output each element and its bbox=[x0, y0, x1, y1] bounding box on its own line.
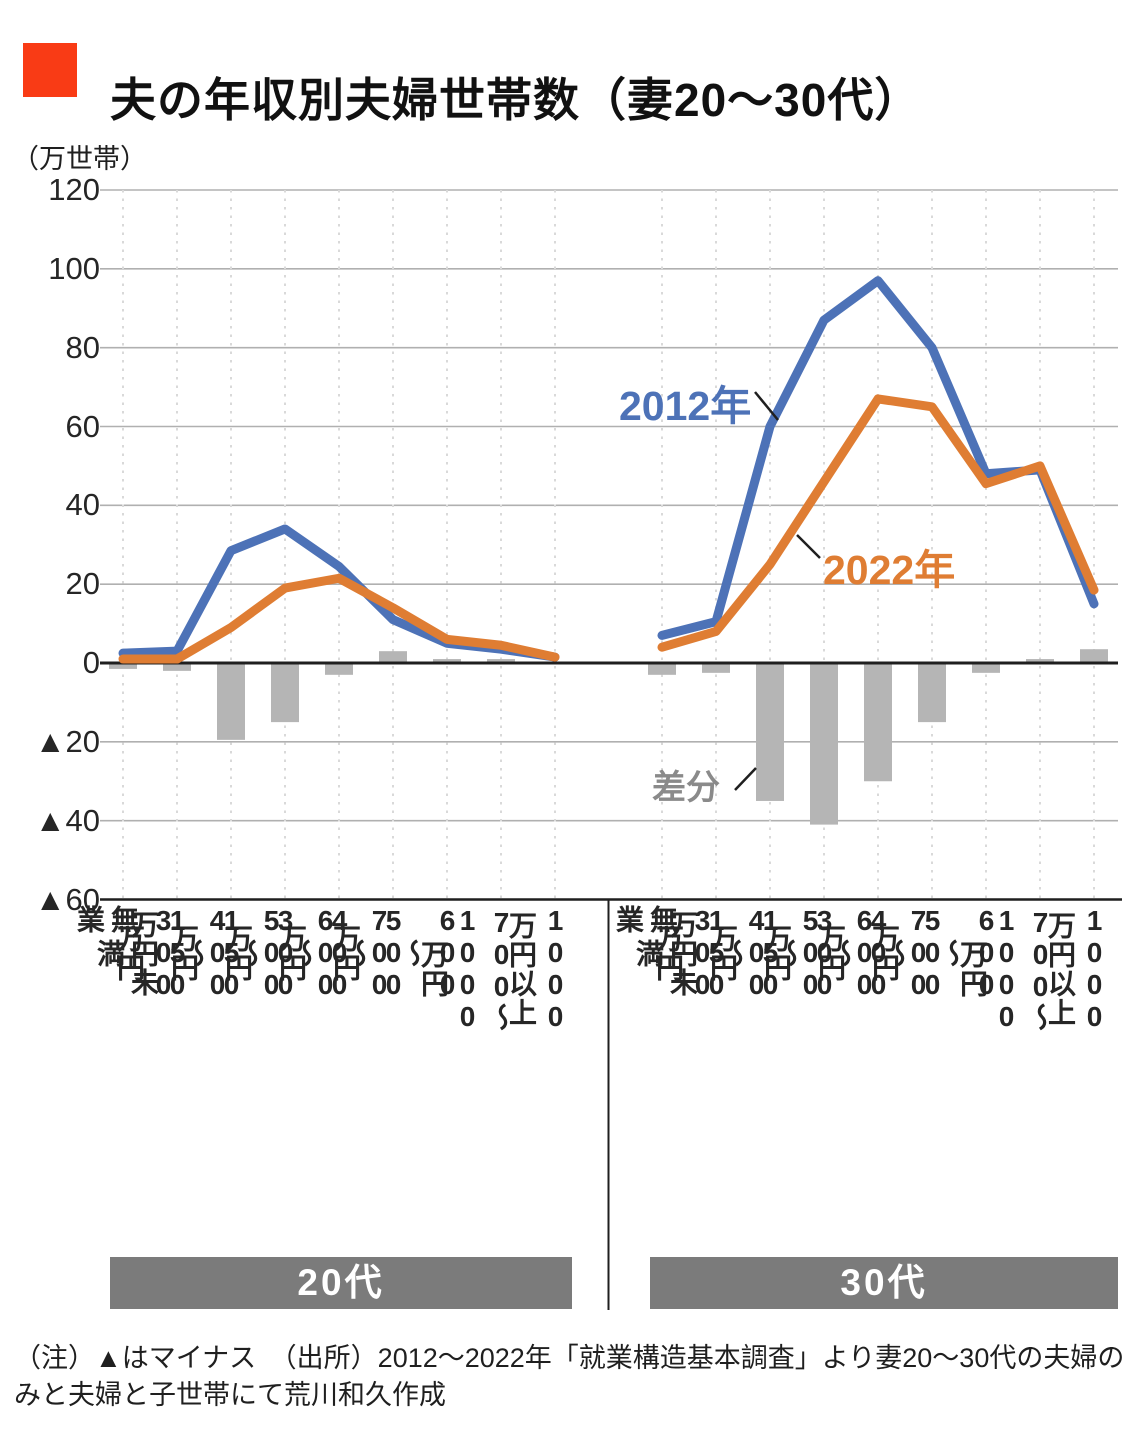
legend-label-diff: 差分 bbox=[652, 769, 720, 807]
x-category-label: 700～1000万円 bbox=[957, 905, 1056, 1033]
x-category-label: 150万円未満 bbox=[94, 905, 193, 1001]
diff-bar bbox=[1026, 659, 1054, 663]
age-group-band-30s: 30代 bbox=[650, 1257, 1118, 1309]
x-category-label: 500～600万円 bbox=[815, 905, 948, 1001]
pointer-line-diff bbox=[734, 767, 757, 791]
y-tick-label: ▲60 bbox=[34, 881, 100, 917]
y-tick-label: 0 bbox=[82, 645, 100, 680]
pointer-line-2012 bbox=[754, 391, 779, 421]
x-category-label: 400～500万円 bbox=[222, 905, 355, 1001]
legend-label-2022: 2022年 bbox=[823, 547, 956, 593]
x-category-label: 1000万円以上 bbox=[1045, 905, 1110, 1033]
y-tick-label: ▲40 bbox=[34, 802, 100, 838]
diff-bar bbox=[325, 663, 353, 675]
diff-bar bbox=[487, 659, 515, 663]
diff-bar bbox=[918, 663, 946, 723]
diff-bar bbox=[379, 651, 407, 663]
x-category-label: 600～700万円 bbox=[330, 905, 463, 1001]
series-line-2022 bbox=[657, 394, 1099, 652]
x-category-label: 150～300万円 bbox=[114, 905, 247, 1001]
legend-label-2012: 2012年 bbox=[619, 383, 752, 429]
x-category-label: 150～300万円 bbox=[653, 905, 786, 1001]
x-category-label: 300～400万円 bbox=[168, 905, 301, 1001]
y-tick-label: 120 bbox=[48, 172, 100, 207]
diff-bar bbox=[702, 663, 730, 673]
x-category-label: 700～1000万円 bbox=[418, 905, 517, 1033]
x-category-label: 400～500万円 bbox=[761, 905, 894, 1001]
diff-bar bbox=[163, 663, 191, 671]
x-category-label: 150万円未満 bbox=[633, 905, 732, 1001]
source-footnote: （注）▲はマイナス （出所）2012～2022年「就業構造基本調査」より妻20～… bbox=[14, 1343, 1125, 1411]
pointer-line-2022 bbox=[796, 534, 821, 559]
series-line-2022 bbox=[118, 573, 560, 664]
chart-header: 夫の年収別夫婦世帯数（妻20～30代） bbox=[0, 0, 1140, 126]
y-tick-label: 40 bbox=[65, 487, 100, 523]
x-category-label: 無業 bbox=[74, 905, 139, 934]
diff-bar bbox=[433, 659, 461, 663]
title-bullet-square bbox=[23, 43, 77, 97]
diff-bar bbox=[864, 663, 892, 782]
age-group-band-20s: 20代 bbox=[110, 1257, 572, 1309]
y-axis-unit-label: （万世帯） bbox=[12, 144, 147, 174]
diff-bar bbox=[810, 663, 838, 825]
x-category-label: 1000万円以上 bbox=[506, 905, 571, 1033]
diff-bar bbox=[648, 663, 676, 675]
y-tick-label: 100 bbox=[48, 250, 100, 286]
diff-bar bbox=[271, 663, 299, 723]
diff-bar bbox=[972, 663, 1000, 673]
diff-bar bbox=[109, 663, 137, 669]
chart-title: 夫の年収別夫婦世帯数（妻20～30代） bbox=[110, 73, 922, 126]
diff-bar bbox=[1080, 649, 1108, 663]
y-tick-label: ▲20 bbox=[34, 723, 100, 759]
x-category-label: 500～600万円 bbox=[276, 905, 409, 1001]
x-category-label: 600～700万円 bbox=[869, 905, 1002, 1001]
y-tick-label: 60 bbox=[65, 408, 100, 444]
x-category-label: 無業 bbox=[613, 905, 678, 934]
y-tick-label: 20 bbox=[65, 566, 100, 602]
x-category-label: 300～400万円 bbox=[707, 905, 840, 1001]
diff-bar bbox=[756, 663, 784, 801]
y-tick-label: 80 bbox=[65, 329, 100, 365]
diff-bar bbox=[217, 663, 245, 740]
